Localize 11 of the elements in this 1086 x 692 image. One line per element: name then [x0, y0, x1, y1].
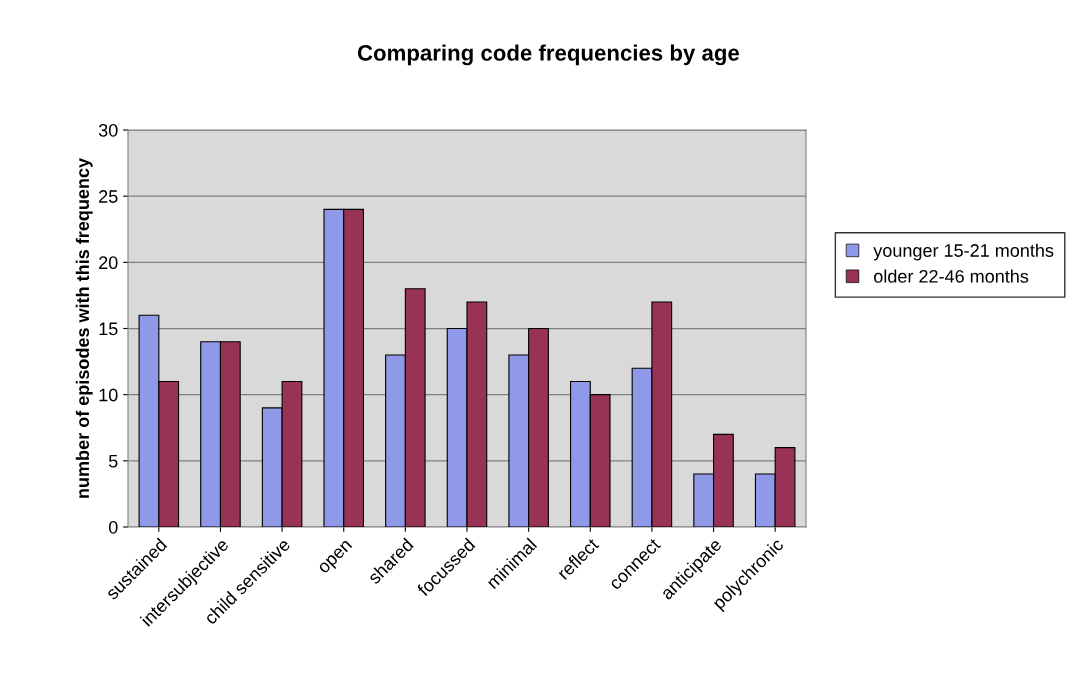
y-tick-label: 30 [98, 123, 118, 137]
y-tick-label: 10 [99, 388, 118, 402]
y-tick-label: 20 [99, 256, 118, 270]
y-tick-label: 5 [108, 454, 118, 468]
y-tick-label: 0 [108, 520, 118, 534]
legend-label: older 22-46 months [874, 269, 1029, 283]
y-tick-label: 25 [99, 190, 118, 203]
y-axis-title: number of episodes with this frequency [75, 158, 93, 498]
legend-label: younger 15-21 months [873, 243, 1054, 261]
y-tick-label: 15 [99, 322, 118, 336]
chart-title: Comparing code frequencies by age [357, 44, 740, 66]
